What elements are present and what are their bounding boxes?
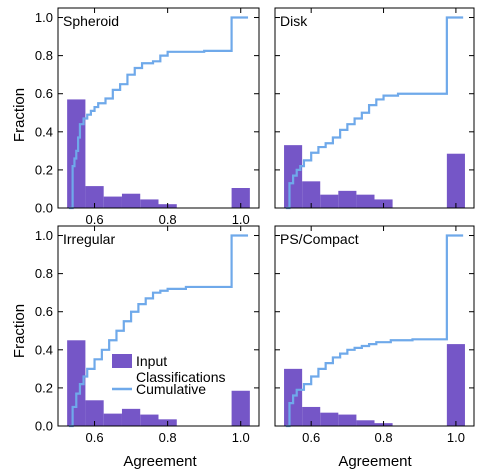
legend-hist-swatch [112, 354, 132, 368]
x-tick-label-3-2: 1.0 [447, 430, 465, 445]
y-tick-label-0-4: 0.8 [35, 48, 53, 63]
bar-2-3 [121, 408, 141, 426]
x-tick-label-3-1: 0.8 [375, 430, 393, 445]
bar-1-3 [338, 190, 357, 208]
bar-2-2 [103, 413, 122, 426]
y-axis-label-top: Fraction [11, 88, 28, 142]
panel-frame-2 [57, 225, 260, 427]
bar-2-4 [140, 414, 159, 426]
panel-1: Disk [274, 7, 475, 210]
y-tick-label-2-2: 0.4 [35, 342, 53, 357]
x-tick-label-2-2: 1.0 [232, 430, 250, 445]
legend: Input Classifications Cumulative [112, 353, 225, 397]
panel-title-0: Spheroid [63, 13, 119, 29]
panel-frame-1 [274, 7, 475, 209]
y-tick-label-2-1: 0.2 [35, 380, 53, 395]
y-tick-label-2-5: 1.0 [35, 228, 53, 243]
bar-3-6 [446, 344, 465, 426]
panel-title-2: Irregular [63, 231, 115, 247]
x-axis-label-right: Agreement [338, 453, 412, 470]
x-tick-label-2-1: 0.8 [159, 430, 177, 445]
cumulative-line-0 [68, 16, 249, 210]
panels: 0.6 0.8 1.0 0.0 0.2 0.4 0.6 0.8 1.0 Spheroid Disk 0… [35, 7, 475, 445]
panel-title-3: PS/Compact [280, 231, 359, 247]
legend-hist-label: Input Classifications [136, 353, 225, 385]
x-tick-label-0-2: 1.0 [232, 212, 250, 227]
bar-3-2 [320, 412, 339, 426]
bar-0-2 [103, 196, 122, 208]
bar-3-3 [338, 414, 357, 426]
y-tick-label-0-0: 0.0 [35, 201, 53, 216]
y-tick-label-0-3: 0.6 [35, 86, 53, 101]
y-tick-label-0-1: 0.2 [35, 162, 53, 177]
panel-3: 0.6 0.8 1.0 PS/Compact [274, 225, 475, 445]
panel-frame-3 [274, 225, 475, 427]
bar-1-4 [356, 194, 375, 208]
y-tick-label-2-4: 0.8 [35, 266, 53, 281]
bar-0-3 [121, 193, 141, 208]
x-tick-label-0-1: 0.8 [159, 212, 177, 227]
x-axis-label-left: Agreement [123, 453, 197, 470]
bar-1-6 [446, 153, 465, 208]
y-tick-label-2-0: 0.0 [35, 419, 53, 434]
bar-3-1 [302, 406, 321, 426]
cumulative-line-3 [285, 234, 464, 428]
x-tick-label-0-0: 0.6 [86, 212, 104, 227]
bar-2-1 [85, 400, 104, 426]
y-tick-label-2-3: 0.6 [35, 304, 53, 319]
panel-frame-0 [57, 7, 260, 209]
x-tick-label-2-0: 0.6 [86, 430, 104, 445]
y-axis-label-bottom: Fraction [11, 304, 28, 358]
panel-title-1: Disk [280, 13, 308, 29]
panel-2: 0.6 0.8 1.0 0.0 0.2 0.4 0.6 0.8 1.0 Irregular [35, 225, 260, 445]
bar-2-6 [231, 390, 250, 426]
x-tick-label-3-0: 0.6 [302, 430, 320, 445]
bar-1-2 [320, 194, 339, 208]
y-tick-label-0-2: 0.4 [35, 124, 53, 139]
bar-0-6 [231, 188, 250, 208]
bar-0-1 [85, 186, 104, 208]
bar-0-4 [140, 199, 159, 208]
bar-3-4 [356, 420, 375, 426]
cumulative-line-2 [68, 234, 249, 428]
y-tick-label-0-5: 1.0 [35, 10, 53, 25]
cumulative-line-1 [285, 16, 464, 210]
panel-0: 0.6 0.8 1.0 0.0 0.2 0.4 0.6 0.8 1.0 Spheroid [35, 7, 260, 227]
bar-2-0 [67, 340, 86, 426]
bar-1-1 [302, 181, 321, 208]
legend-line-label: Cumulative [136, 381, 206, 397]
